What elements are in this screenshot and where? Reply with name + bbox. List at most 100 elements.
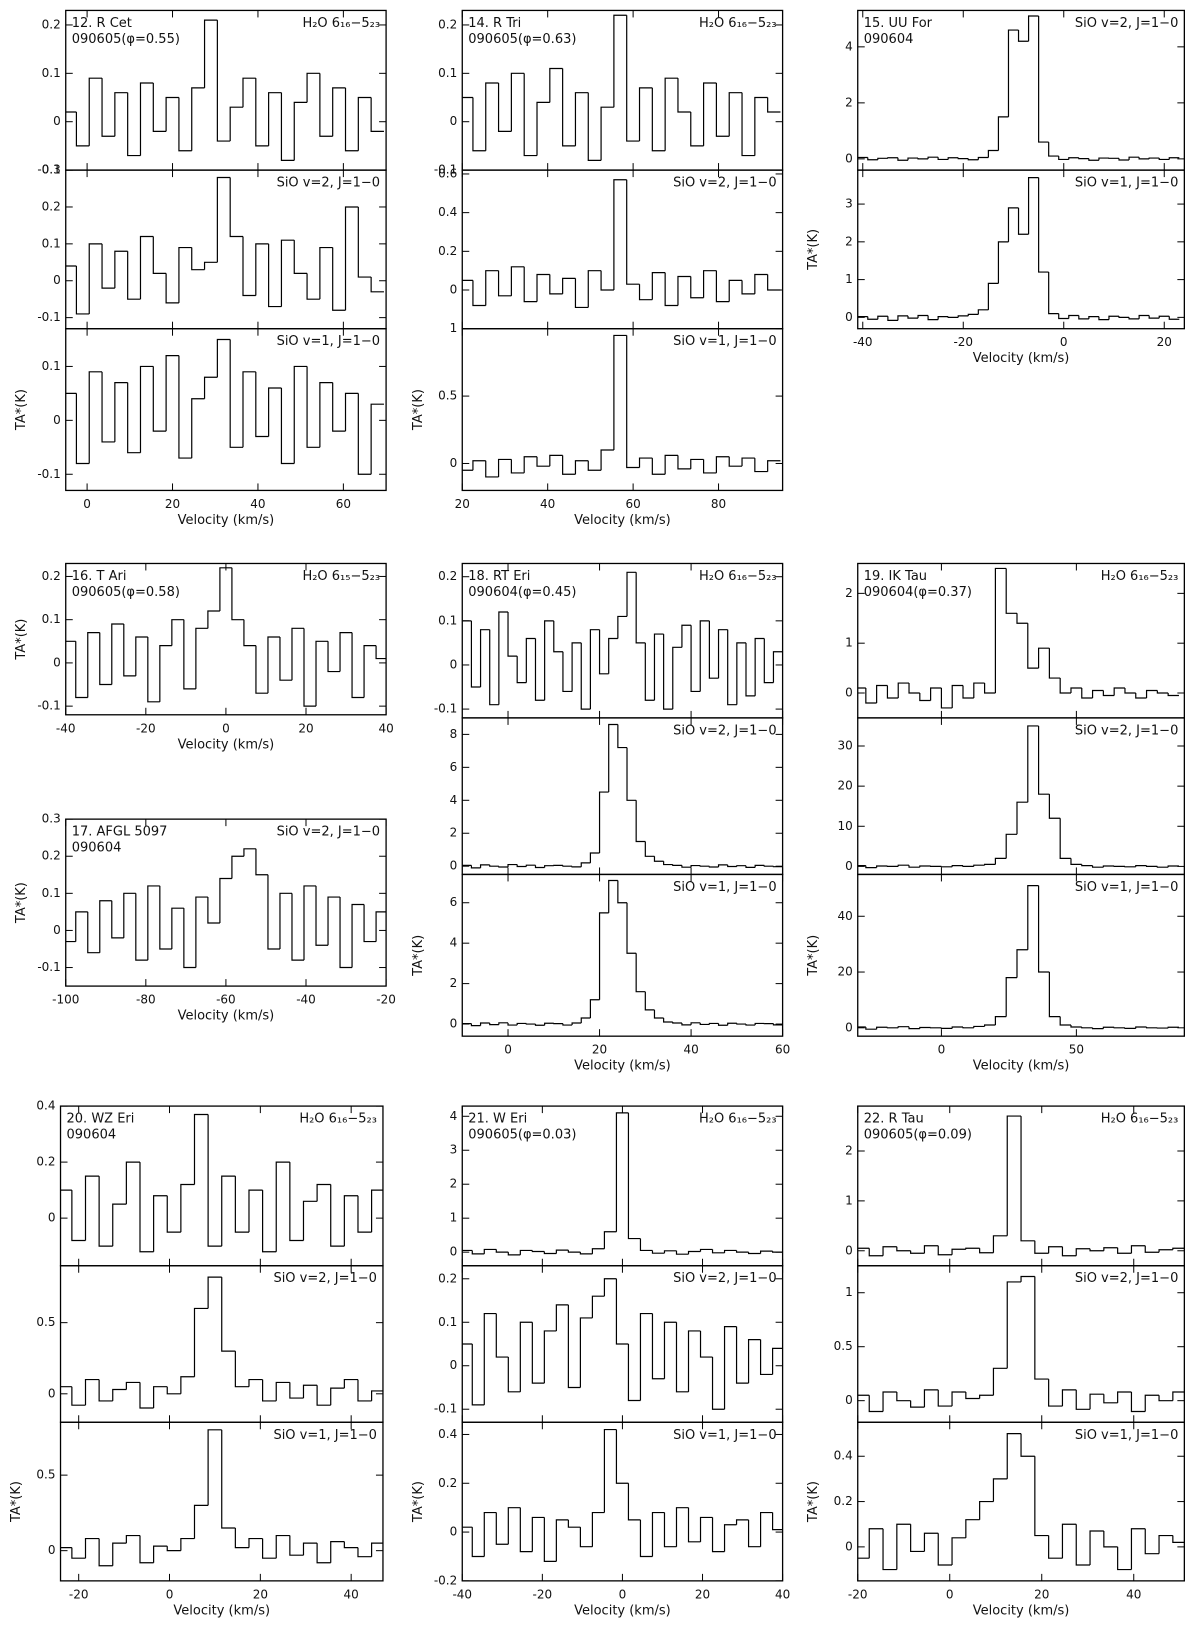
channel [1149, 158, 1159, 159]
channel [601, 450, 614, 470]
channel [689, 1251, 701, 1254]
channel [749, 1520, 761, 1547]
channel [600, 913, 609, 1000]
channel [948, 158, 958, 160]
x-tick-label: 20 [165, 497, 180, 511]
channel [192, 399, 205, 458]
channel [1099, 158, 1109, 160]
channel [276, 1162, 290, 1252]
channel [1119, 316, 1129, 317]
channel [691, 276, 704, 297]
channel [179, 356, 192, 458]
channel [344, 1196, 358, 1246]
x-tick-label: -20 [69, 1587, 89, 1601]
channel [888, 158, 898, 159]
channel [761, 1513, 773, 1547]
channel [235, 1351, 249, 1387]
channel [877, 686, 888, 703]
x-tick-label: -40 [296, 993, 316, 1007]
channel [691, 1023, 700, 1025]
y-tick-label: 0 [845, 1243, 853, 1257]
x-axis-label: Velocity (km/s) [574, 1059, 671, 1074]
channel [1114, 688, 1125, 695]
y-tick-label: 0 [450, 1017, 458, 1031]
channel [729, 280, 742, 301]
x-tick-label: -100 [52, 993, 79, 1007]
y-tick-label: 0 [450, 657, 458, 671]
channel [140, 236, 153, 299]
x-tick-label: 20 [695, 1587, 710, 1601]
channel [249, 1380, 263, 1387]
channel [966, 1520, 980, 1538]
channel [761, 1251, 773, 1253]
channel [627, 748, 636, 801]
y-tick-label: 0.1 [42, 66, 61, 80]
channel [192, 88, 205, 151]
channel [1028, 623, 1039, 668]
channel [89, 372, 102, 464]
channel [1035, 1277, 1049, 1380]
channel [938, 1533, 952, 1565]
channel [235, 1528, 249, 1548]
date-label: 090605(φ=0.58) [72, 585, 180, 600]
channel [1136, 693, 1147, 698]
channel [160, 646, 172, 702]
x-tick-label: 40 [378, 721, 393, 735]
channel [1039, 648, 1050, 668]
line-label: SiO v=1, J=1−0 [1075, 880, 1179, 895]
channel [232, 568, 244, 620]
y-tick-label: 2 [450, 976, 458, 990]
channel [243, 372, 256, 447]
y-tick-label: 4 [845, 39, 853, 53]
channel [328, 897, 340, 945]
channel [704, 271, 717, 298]
channel [1006, 978, 1017, 1017]
channel [136, 893, 148, 960]
y-tick-label: 0.6 [438, 166, 457, 180]
channel [563, 278, 576, 293]
y-tick-label: 0.4 [438, 205, 457, 219]
channel [554, 621, 563, 652]
channel [898, 158, 908, 161]
channel [716, 271, 729, 302]
channel [1082, 864, 1093, 865]
channel [511, 459, 524, 472]
channel [664, 1322, 676, 1379]
line-label: SiO v=2, J=1−0 [277, 825, 381, 840]
channel [346, 393, 359, 431]
channel [1060, 818, 1071, 858]
channel [911, 1401, 925, 1407]
panel-frame [858, 1266, 1185, 1423]
channel [481, 630, 490, 687]
channel [691, 112, 704, 146]
spectrum [58, 1277, 385, 1408]
channel [652, 1250, 664, 1253]
y-tick-label: 0 [845, 1393, 853, 1407]
channel [691, 866, 700, 868]
x-tick-label: 0 [166, 1587, 174, 1601]
channel [640, 284, 653, 299]
channel [1131, 1246, 1145, 1253]
date-label: 090604 [864, 32, 914, 47]
channel [580, 1252, 592, 1254]
channel [1168, 693, 1179, 695]
y-tick-label: 4 [450, 1109, 458, 1123]
line-label: H₂O 6₁₅−5₂₃ [302, 569, 380, 584]
channel [472, 1250, 484, 1253]
y-tick-label: 0 [450, 456, 458, 470]
channel [1049, 1536, 1063, 1559]
channel [1060, 678, 1071, 693]
channel [978, 157, 988, 159]
channel [963, 866, 974, 867]
y-tick-label: 0.2 [42, 569, 61, 583]
line-label: H₂O 6₁₆−5₂₃ [299, 1112, 377, 1127]
channel [618, 725, 627, 748]
y-tick-label: 0 [845, 859, 853, 873]
channel [99, 1380, 113, 1401]
channel [100, 633, 112, 685]
line-label: H₂O 6₁₆−5₂₃ [302, 16, 380, 31]
channel [1159, 1395, 1173, 1400]
channel [1062, 1247, 1076, 1256]
channel [1099, 317, 1109, 320]
x-tick-label: 0 [938, 1043, 946, 1057]
